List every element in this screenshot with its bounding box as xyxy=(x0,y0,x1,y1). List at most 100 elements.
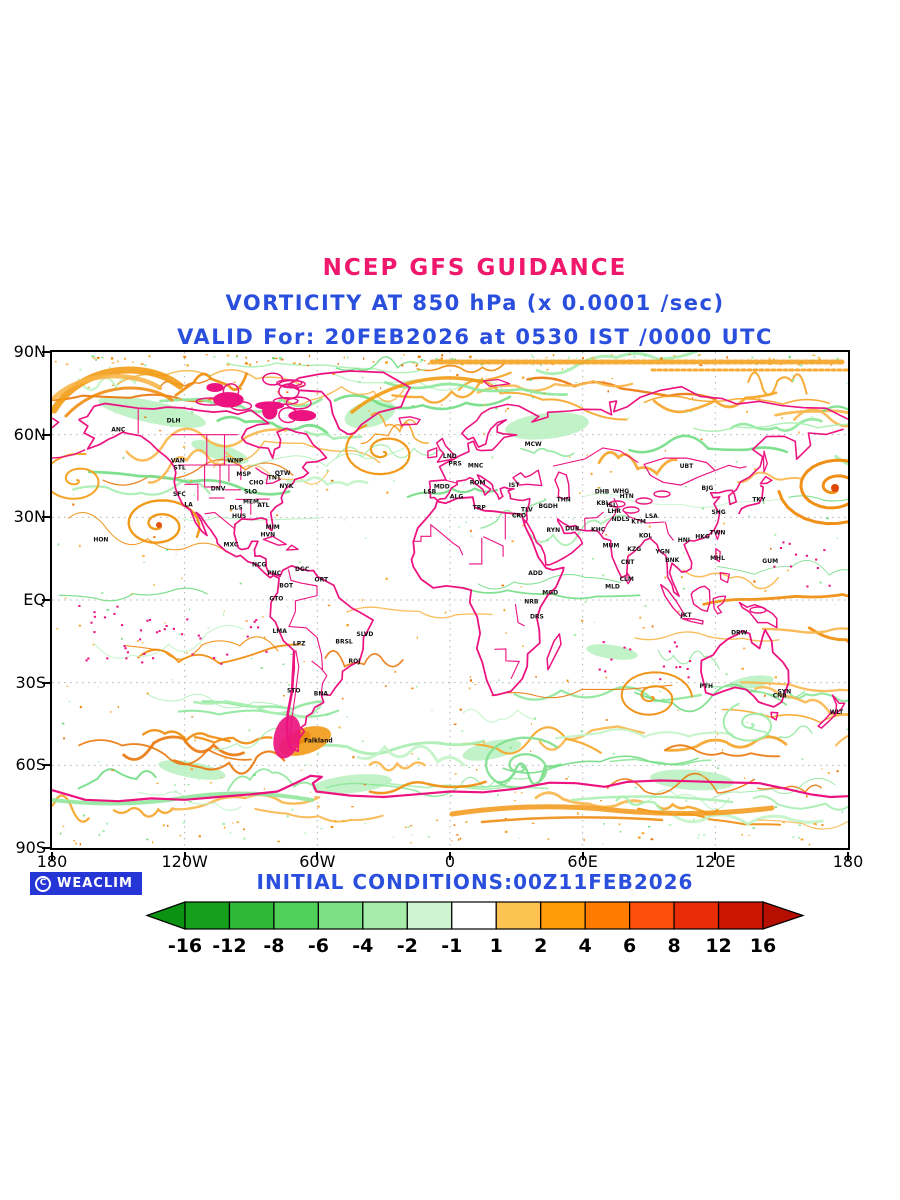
speckle xyxy=(436,820,438,822)
speckle xyxy=(509,747,511,749)
lat-tick xyxy=(42,847,50,849)
country-border xyxy=(413,525,463,555)
speckle xyxy=(55,361,57,363)
vorticity-streak xyxy=(644,396,829,404)
speckle xyxy=(66,364,69,366)
speckle xyxy=(410,825,413,826)
speckle xyxy=(112,385,114,386)
lat-axis-label: 30S xyxy=(0,673,46,692)
speckle xyxy=(461,730,463,732)
speckle xyxy=(602,574,603,576)
speckle xyxy=(236,821,239,823)
lat-axis-label: 60N xyxy=(0,425,46,444)
speckle-magenta xyxy=(675,666,677,668)
speckle xyxy=(338,727,340,729)
speckle xyxy=(305,764,307,766)
speckle-magenta xyxy=(676,646,678,648)
speckle xyxy=(456,374,458,376)
speckle xyxy=(148,355,151,357)
speckle xyxy=(769,684,770,685)
station-label: SLVD xyxy=(356,631,373,638)
speckle xyxy=(606,719,609,720)
speckle xyxy=(683,588,685,590)
speckle xyxy=(652,625,654,627)
station-label: SHG xyxy=(711,509,725,516)
station-label: NYK xyxy=(279,483,293,490)
colorbar-tick-label: 4 xyxy=(579,935,592,957)
speckle xyxy=(253,774,255,776)
vortex-spiral xyxy=(622,672,692,714)
colorbar-tick-label: -4 xyxy=(352,935,373,957)
speckle xyxy=(764,590,767,592)
speckle xyxy=(532,357,535,358)
speckle xyxy=(79,369,81,371)
speckle-magenta xyxy=(829,585,831,587)
lat-tick xyxy=(42,434,50,436)
speckle xyxy=(335,820,336,822)
speckle xyxy=(821,768,822,769)
speckle xyxy=(644,605,646,607)
speckle xyxy=(331,826,334,828)
colorbar-tick-label: -16 xyxy=(168,935,202,957)
station-label: GTO xyxy=(269,596,283,603)
colorbar-tick-label: 6 xyxy=(623,935,636,957)
speckle xyxy=(101,357,103,358)
speckle xyxy=(95,359,97,361)
lon-tick xyxy=(184,852,186,860)
country-border xyxy=(494,649,519,679)
vorticity-streak xyxy=(463,709,536,722)
vorticity-streak xyxy=(658,650,719,669)
speckle xyxy=(344,518,345,520)
country-border xyxy=(715,465,746,470)
speckle xyxy=(553,354,554,356)
coastline xyxy=(683,619,703,624)
speckle xyxy=(401,358,402,359)
speckle xyxy=(469,687,471,689)
speckle xyxy=(460,838,462,840)
speckle xyxy=(416,365,417,367)
terrain-contour xyxy=(654,491,670,497)
station-label: WLT xyxy=(830,709,844,716)
speckle-magenta xyxy=(125,657,127,659)
speckle xyxy=(660,357,662,360)
speckle-magenta xyxy=(780,547,782,549)
speckle xyxy=(569,456,570,458)
speckle xyxy=(697,354,699,356)
speckle xyxy=(798,837,799,839)
speckle xyxy=(697,837,699,838)
speckle xyxy=(702,775,704,776)
speckle xyxy=(272,357,275,359)
station-label: RYN xyxy=(546,527,560,534)
speckle xyxy=(474,684,476,685)
speckle xyxy=(93,358,96,359)
speckle xyxy=(445,612,447,614)
speckle xyxy=(775,676,777,678)
speckle xyxy=(307,365,309,366)
speckle xyxy=(685,486,687,487)
vortex-spiral xyxy=(52,454,99,499)
speckle-magenta xyxy=(629,648,631,650)
speckle xyxy=(79,625,81,627)
speckle xyxy=(317,806,319,808)
station-label: Falkland xyxy=(304,738,333,745)
speckle-magenta xyxy=(220,663,222,665)
speckle xyxy=(167,825,169,827)
arctic-island xyxy=(207,384,223,392)
speckle xyxy=(362,377,363,378)
speckle xyxy=(522,377,525,379)
speckle xyxy=(787,570,789,572)
speckle xyxy=(186,364,189,367)
speckle xyxy=(638,836,641,838)
speckle xyxy=(568,776,569,778)
speckle xyxy=(411,753,413,754)
speckle xyxy=(606,677,607,679)
speckle xyxy=(327,714,329,716)
colorbar-segment xyxy=(274,902,318,929)
station-label: ROJ xyxy=(349,658,361,665)
speckle-magenta xyxy=(659,678,661,680)
speckle xyxy=(789,356,791,359)
speckle xyxy=(183,446,185,448)
vorticity-streak xyxy=(750,726,812,739)
speckle xyxy=(562,368,563,370)
speckle-magenta xyxy=(198,635,200,637)
